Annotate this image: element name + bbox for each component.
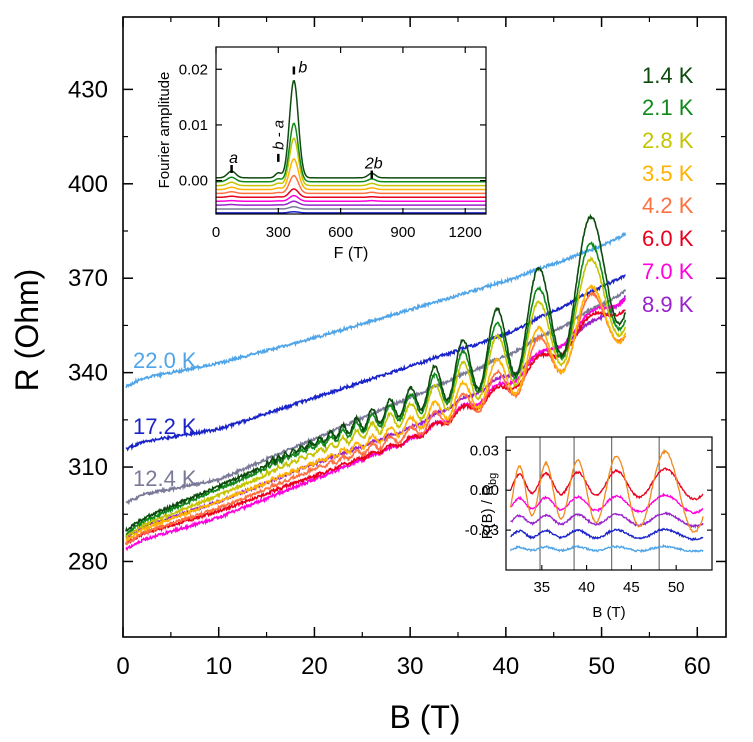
series-label-124K: 12.4 K (133, 466, 197, 491)
main-x-tick-label: 40 (493, 653, 520, 680)
series-label-89K: 8.9 K (642, 292, 694, 317)
main-y-axis-label: R (Ohm) (9, 269, 45, 392)
ratio-inset-frame (505, 436, 713, 571)
ratio-x-tick-label: 50 (668, 579, 685, 596)
main-curve-28K (125, 255, 627, 540)
fourier-y-tick-label: 0.02 (179, 61, 208, 78)
fourier-curve-28K (215, 137, 486, 187)
ratio-curve-35K (509, 448, 704, 533)
main-y-tick-label: 430 (68, 76, 108, 103)
main-x-axis-label: B (T) (389, 699, 460, 735)
main-x-tick-label: 20 (301, 653, 328, 680)
main-curve-35K (125, 283, 627, 542)
ratio-y-axis-label-sub: bg (487, 473, 499, 485)
series-label-35K: 3.5 K (642, 161, 694, 186)
series-label-172K: 17.2 K (133, 414, 197, 439)
main-curve-70K (125, 297, 627, 552)
fourier-curve-70K (216, 194, 486, 202)
ratio-x-tick-label: 40 (578, 579, 595, 596)
fourier-y-tick-label: 0.01 (179, 117, 208, 134)
ratio-y-axis-label-main: R(B) / R (479, 485, 496, 539)
main-y-tick-label: 280 (68, 548, 108, 575)
fourier-inset-frame (215, 46, 487, 215)
fourier-annotation: b - a (270, 120, 287, 150)
series-label-220K: 22.0 K (133, 348, 197, 373)
ratio-x-axis-label: B (T) (592, 604, 625, 621)
main-x-tick-label: 30 (397, 653, 424, 680)
main-curve-21K (125, 241, 627, 536)
main-curve-60K (125, 309, 626, 545)
ratio-curve-70K (509, 492, 704, 515)
series-label-70K: 7.0 K (642, 259, 694, 284)
main-curves (125, 213, 627, 552)
fourier-x-tick-label: 1200 (449, 224, 482, 241)
ratio-curve-172K (510, 527, 704, 542)
fourier-curve-14K (216, 79, 486, 179)
main-series-labels: 1.4 K 2.1 K 2.8 K 3.5 K 4.2 K 6.0 K 7.0 K 8.9 K… (133, 63, 694, 491)
ratio-y-tick-label: -0.03 (465, 522, 499, 539)
ratio-y-tick-label: 0.03 (470, 442, 499, 459)
ratio-curves (509, 437, 704, 570)
fourier-curve-35K (216, 158, 486, 191)
fourier-curve-21K (216, 122, 486, 183)
ratio-curve-220K (509, 543, 704, 554)
fourier-curve-89K (216, 200, 486, 206)
main-curve-14K (125, 213, 627, 532)
series-label-42K: 4.2 K (642, 193, 694, 218)
main-x-tick-label: 10 (205, 653, 232, 680)
series-label-21K: 2.1 K (642, 95, 694, 120)
main-curve-42K (125, 290, 627, 547)
fourier-curves (215, 79, 486, 214)
fourier-annotation: b (298, 59, 307, 76)
fourier-annotations: a b - a b 2b (229, 59, 383, 179)
fourier-x-tick-label: 900 (390, 224, 415, 241)
fourier-y-tick-label: 0.00 (179, 173, 208, 190)
main-y-tick-label: 310 (68, 454, 108, 481)
fourier-annotation: 2b (364, 156, 383, 173)
fourier-curve-42K (216, 174, 486, 195)
main-plot-frame (122, 16, 727, 638)
fourier-x-axis-label: F (T) (334, 245, 369, 262)
ratio-x-tick-label: 45 (623, 579, 640, 596)
main-x-tick-label: 50 (588, 653, 615, 680)
series-label-60K: 6.0 K (642, 226, 694, 251)
ratio-axis-ticks: 35 40 45 50 0.03 0.00 -0.03 (465, 442, 712, 596)
ratio-y-axis-label: R(B) / Rbg (479, 473, 499, 539)
ratio-y-tick-label: 0.00 (470, 482, 499, 499)
series-label-28K: 2.8 K (642, 128, 694, 153)
main-y-tick-label: 370 (68, 265, 108, 292)
main-x-tick-label: 60 (684, 653, 711, 680)
ratio-curve-89K (510, 511, 704, 529)
fourier-x-tick-label: 600 (328, 224, 353, 241)
main-curve-172K (125, 274, 626, 452)
fourier-curve-60K (216, 188, 486, 199)
fourier-x-tick-label: 0 (212, 224, 220, 241)
main-curve-220K (125, 231, 627, 389)
fourier-curve-172K (216, 211, 486, 214)
fourier-annotation: a (229, 150, 238, 167)
fourier-curve-124K (216, 206, 486, 210)
main-y-tick-label: 400 (68, 171, 108, 198)
ratio-x-tick-label: 35 (533, 579, 550, 596)
main-x-tick-label: 0 (116, 653, 129, 680)
fourier-axis-ticks: 0 300 600 900 1200 0.00 0.01 0.02 (179, 47, 486, 241)
series-label-14K: 1.4 K (642, 63, 694, 88)
fourier-y-axis-label: Fourier amplitude (156, 72, 173, 189)
main-y-tick-label: 340 (68, 360, 108, 387)
fourier-x-tick-label: 300 (266, 224, 291, 241)
